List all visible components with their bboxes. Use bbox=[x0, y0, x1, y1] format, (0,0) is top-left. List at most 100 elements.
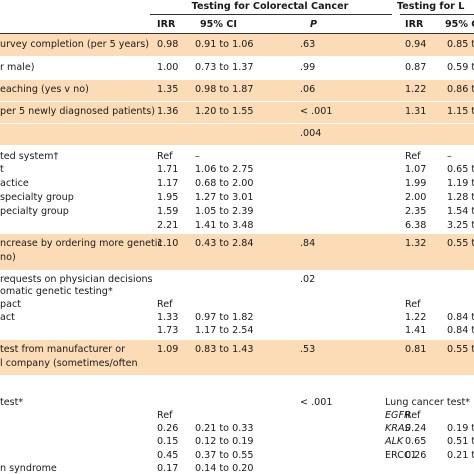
table-cell: .02 bbox=[300, 274, 316, 286]
table-cell: 0.26 bbox=[157, 423, 179, 435]
table-cell: 1.06 to 2.75 bbox=[195, 164, 254, 176]
table-cell: 2.21 bbox=[157, 220, 179, 232]
table-cell: 1.54 to bbox=[447, 206, 474, 218]
table-cell: 0.45 bbox=[157, 450, 179, 462]
table-cell: 2.00 bbox=[405, 192, 427, 204]
group-rule bbox=[400, 14, 474, 15]
table-cell: .99 bbox=[300, 62, 316, 74]
table-cell: 0.55 to bbox=[447, 238, 474, 250]
row-label: test from manufacturer or bbox=[0, 344, 126, 356]
table-cell: 0.91 to 1.06 bbox=[195, 39, 254, 51]
row-label: actice bbox=[0, 178, 29, 190]
row-label: requests on physician decisions bbox=[0, 274, 153, 286]
table-cell: 1.09 bbox=[157, 344, 179, 356]
header-rule bbox=[0, 33, 474, 34]
table-cell: .06 bbox=[300, 84, 316, 96]
table-cell: 1.15 to bbox=[447, 106, 474, 118]
table-cell: 0.12 to 0.19 bbox=[195, 436, 254, 448]
row-label: pecialty group bbox=[0, 206, 69, 218]
column-header: 95% CI bbox=[445, 19, 474, 31]
table-cell: .004 bbox=[300, 128, 322, 140]
row-shading bbox=[0, 234, 474, 251]
table-cell: 0.84 to bbox=[447, 325, 474, 337]
table-cell: 1.27 to 3.01 bbox=[195, 192, 254, 204]
table-cell: 0.37 to 0.55 bbox=[195, 450, 254, 462]
table-cell: 1.36 bbox=[157, 106, 179, 118]
table-cell: < .001 bbox=[300, 397, 333, 409]
table-cell: 1.10 bbox=[157, 238, 179, 250]
table-cell: 0.14 to 0.20 bbox=[195, 463, 254, 474]
table-cell: 1.35 bbox=[157, 84, 179, 96]
table-cell: 1.59 bbox=[157, 206, 179, 218]
group-rule bbox=[150, 14, 392, 15]
row-label: no) bbox=[0, 252, 16, 264]
row-label: ted system† bbox=[0, 151, 59, 163]
row-label: test* bbox=[0, 397, 24, 409]
row-shading bbox=[0, 251, 474, 270]
table-cell: – bbox=[195, 151, 200, 163]
table-cell: 0.97 to 1.82 bbox=[195, 312, 254, 324]
table-cell: 1.19 to bbox=[447, 178, 474, 190]
row-label: specialty group bbox=[0, 192, 74, 204]
table-cell: 0.15 bbox=[157, 436, 179, 448]
table-cell: 0.26 bbox=[405, 450, 427, 462]
row-shading bbox=[0, 80, 474, 101]
table-cell: 1.33 bbox=[157, 312, 179, 324]
table-cell: 1.00 bbox=[157, 62, 179, 74]
row-label: pact bbox=[0, 299, 22, 311]
table-cell: EGFR bbox=[385, 410, 411, 422]
row-shading bbox=[0, 124, 474, 145]
table-cell: 0.98 bbox=[157, 39, 179, 51]
table-cell: 1.20 to 1.55 bbox=[195, 106, 254, 118]
table-cell: ALK bbox=[385, 436, 404, 448]
table-cell: .63 bbox=[300, 39, 316, 51]
table-cell: Ref bbox=[157, 151, 173, 163]
table-cell: 1.73 bbox=[157, 325, 179, 337]
row-label: per 5 newly diagnosed patients) bbox=[0, 106, 155, 118]
table-cell: 0.24 bbox=[405, 423, 427, 435]
table-cell: 1.31 bbox=[405, 106, 427, 118]
table-cell: 1.32 bbox=[405, 238, 427, 250]
row-label: ncrease by ordering more genetic bbox=[0, 238, 163, 250]
table-cell: – bbox=[447, 151, 452, 163]
table-cell: 1.41 bbox=[405, 325, 427, 337]
table-cell: 0.43 to 2.84 bbox=[195, 238, 254, 250]
table-cell: 0.65 to bbox=[447, 164, 474, 176]
group-header: Testing for Colorectal Cancer bbox=[191, 1, 349, 13]
table-cell: 0.17 bbox=[157, 463, 179, 474]
row-label: r male) bbox=[0, 62, 35, 74]
row-label: t bbox=[0, 164, 4, 176]
table-cell: Ref bbox=[405, 299, 421, 311]
table-cell: 0.55 to bbox=[447, 344, 474, 356]
table-cell: 1.22 bbox=[405, 84, 427, 96]
table-cell: 6.38 bbox=[405, 220, 427, 232]
row-label: l company (sometimes/often bbox=[0, 358, 138, 370]
column-header: IRR bbox=[157, 19, 176, 31]
table-cell: 0.59 to bbox=[447, 62, 474, 74]
column-header: 95% CI bbox=[200, 19, 237, 31]
row-label: eaching (yes v no) bbox=[0, 84, 89, 96]
table-cell: < .001 bbox=[300, 106, 333, 118]
table-cell: 0.85 to bbox=[447, 39, 474, 51]
table-cell: Ref bbox=[405, 410, 421, 422]
table-cell: KRAS bbox=[385, 423, 411, 435]
column-header: P bbox=[310, 19, 318, 31]
table-cell: .84 bbox=[300, 238, 316, 250]
row-label: act bbox=[0, 312, 15, 324]
table-cell: Lung cancer test* bbox=[385, 397, 471, 409]
table-cell: 0.94 bbox=[405, 39, 427, 51]
table-cell: 0.51 to bbox=[447, 436, 474, 448]
table-cell: 0.83 to 1.43 bbox=[195, 344, 254, 356]
table-cell: Ref bbox=[157, 299, 173, 311]
table-cell: 0.21 to 0.33 bbox=[195, 423, 254, 435]
table-cell: 1.05 to 2.39 bbox=[195, 206, 254, 218]
row-label: omatic genetic testing* bbox=[0, 286, 113, 298]
table-cell: 0.81 bbox=[405, 344, 427, 356]
table-cell: 0.98 to 1.87 bbox=[195, 84, 254, 96]
table-cell: 1.71 bbox=[157, 164, 179, 176]
table-cell: 0.73 to 1.37 bbox=[195, 62, 254, 74]
table-cell: .53 bbox=[300, 344, 316, 356]
table-cell: Ref bbox=[157, 410, 173, 422]
row-shading bbox=[0, 340, 474, 357]
